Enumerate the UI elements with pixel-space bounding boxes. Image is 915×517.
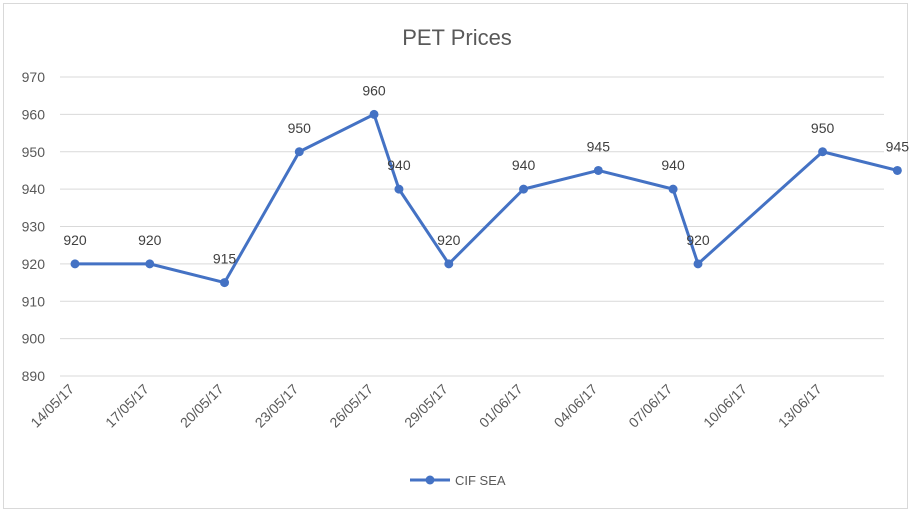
data-label: 940	[512, 157, 536, 173]
data-point	[818, 147, 828, 157]
y-tick-label: 970	[22, 69, 46, 85]
data-label: 920	[138, 232, 162, 248]
data-label: 960	[362, 82, 386, 98]
x-tick-label: 07/06/17	[625, 381, 675, 431]
x-tick-label: 13/06/17	[775, 381, 825, 431]
x-tick-label: 20/05/17	[177, 381, 227, 431]
data-label: 950	[288, 120, 312, 136]
data-label: 915	[213, 251, 237, 267]
legend-label-cif-sea: CIF SEA	[455, 473, 506, 488]
data-point	[220, 278, 230, 288]
y-tick-label: 950	[22, 144, 46, 160]
series-layer	[70, 109, 902, 288]
y-tick-label: 900	[22, 331, 46, 347]
data-label: 920	[437, 232, 461, 248]
data-point	[70, 259, 80, 269]
data-point	[693, 259, 703, 269]
x-tick-label: 01/06/17	[476, 381, 526, 431]
data-point	[519, 184, 529, 194]
data-labels: 920 920 915 950 960 940 920 940 945 940 920 950 945	[63, 82, 909, 266]
data-label: 920	[686, 232, 710, 248]
data-point	[668, 184, 678, 194]
data-point	[593, 165, 603, 175]
series-line	[75, 112, 898, 285]
x-tick-label: 29/05/17	[401, 381, 451, 431]
data-label: 940	[387, 157, 411, 173]
legend-marker	[425, 475, 435, 485]
data-point	[444, 259, 454, 269]
x-tick-label: 14/05/17	[27, 381, 77, 431]
chart-title: PET Prices	[402, 25, 512, 50]
data-point	[892, 165, 902, 175]
x-axis-ticks: 14/05/17 17/05/17 20/05/17 23/05/17 26/05/17…	[27, 381, 825, 431]
x-tick-label: 26/05/17	[326, 381, 376, 431]
y-tick-label: 910	[22, 293, 46, 309]
data-label: 950	[811, 120, 835, 136]
y-tick-label: 890	[22, 368, 46, 384]
x-tick-label: 23/05/17	[252, 381, 302, 431]
data-point	[145, 259, 155, 269]
data-label: 940	[661, 157, 685, 173]
y-tick-label: 960	[22, 106, 46, 122]
data-point	[294, 147, 304, 157]
x-tick-label: 10/06/17	[700, 381, 750, 431]
y-tick-label: 940	[22, 181, 46, 197]
x-tick-label: 17/05/17	[102, 381, 152, 431]
data-point	[394, 184, 404, 194]
y-tick-label: 930	[22, 219, 46, 235]
x-tick-label: 04/06/17	[551, 381, 601, 431]
gridlines	[60, 76, 884, 377]
y-tick-label: 920	[22, 256, 46, 272]
data-label: 945	[886, 138, 910, 154]
y-axis-ticks: 890 900 910 920 930 940 950 960 970	[22, 69, 46, 384]
data-label: 920	[63, 232, 87, 248]
data-point	[369, 109, 379, 119]
legend: CIF SEA	[410, 473, 506, 488]
data-label: 945	[587, 138, 611, 154]
